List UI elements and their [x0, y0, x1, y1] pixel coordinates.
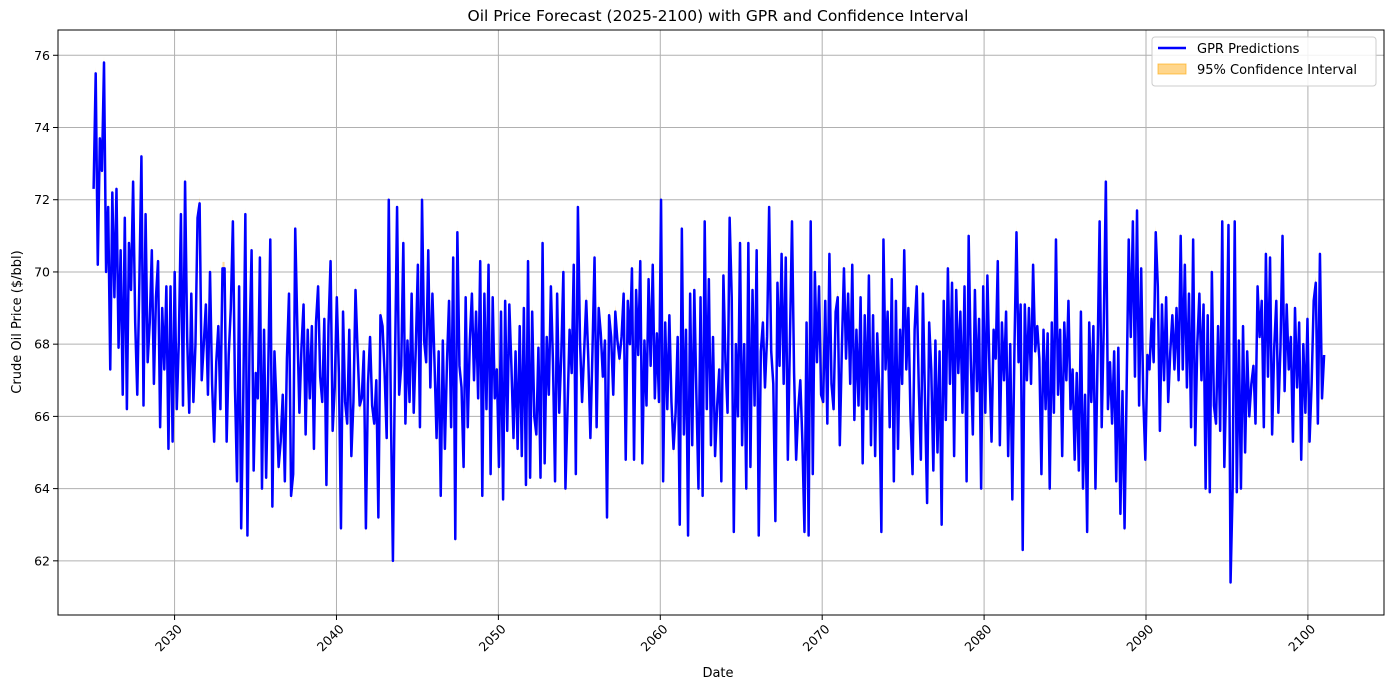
y-axis-ticks: 62 64 66 68 70 72 74 76 — [34, 48, 58, 568]
y-tick-label: 62 — [34, 553, 50, 568]
y-tick-label: 70 — [34, 264, 50, 279]
y-tick-label: 74 — [34, 120, 50, 135]
legend-entry-predictions: GPR Predictions — [1197, 42, 1300, 57]
x-axis-label: Date — [702, 666, 733, 681]
y-tick-label: 66 — [34, 409, 50, 424]
prediction-line-layer — [92, 61, 1326, 584]
legend: GPR Predictions 95% Confidence Interval — [1151, 36, 1377, 87]
y-tick-label: 72 — [34, 192, 50, 207]
legend-box — [1151, 36, 1377, 87]
legend-entry-confidence: 95% Confidence Interval — [1197, 63, 1357, 78]
y-tick-label: 64 — [34, 481, 50, 496]
y-tick-label: 68 — [34, 337, 50, 352]
gpr-prediction-line — [92, 61, 1326, 584]
y-tick-label: 76 — [34, 48, 50, 63]
legend-band-swatch — [1157, 63, 1187, 75]
y-axis-label: Crude Oil Price ($/bbl) — [10, 250, 25, 393]
plot-frame — [57, 29, 1385, 616]
chart-title: Oil Price Forecast (2025-2100) with GPR … — [468, 7, 969, 25]
